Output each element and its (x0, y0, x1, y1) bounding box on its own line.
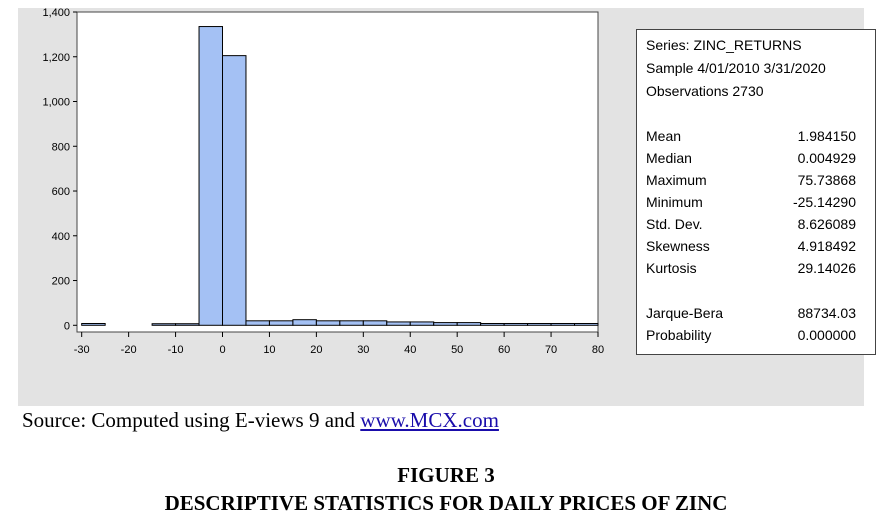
sample-range: Sample 4/01/2010 3/31/2020 (646, 60, 826, 76)
x-tick-label: 40 (404, 344, 416, 356)
figure-number: FIGURE 3 (397, 463, 495, 487)
y-tick-label: 0 (64, 320, 70, 332)
x-axis: -30 -20 -10 0 10 20 30 40 50 60 70 80 (74, 332, 604, 356)
y-tick-label: 400 (52, 231, 70, 243)
stat-value: 4.918492 (797, 238, 856, 254)
histogram-bar (456, 322, 482, 326)
histogram-bar (480, 322, 505, 326)
histogram-bar (245, 320, 270, 326)
stat-label: Mean (646, 128, 682, 144)
statistics-box: Series: ZINC_RETURNS Sample 4/01/2010 3/… (636, 29, 876, 355)
stat-row-minimum: Minimum -25.14290 (646, 194, 868, 212)
histogram-bar (198, 26, 224, 326)
x-tick-label: -30 (74, 344, 90, 356)
observations-count: Observations 2730 (646, 83, 764, 99)
histogram-bar (339, 320, 364, 326)
x-tick-label: 0 (219, 344, 225, 356)
plot-area (76, 11, 599, 333)
x-tick-label: 70 (545, 344, 557, 356)
stat-label: Maximum (646, 172, 707, 188)
y-tick-label: 1,400 (42, 8, 70, 19)
stat-row-jarque-bera: Jarque-Bera 88734.03 (646, 305, 868, 323)
stat-label: Probability (646, 327, 712, 343)
y-tick-label: 600 (52, 186, 70, 198)
stat-label: Jarque-Bera (646, 305, 724, 321)
x-tick-label: 30 (357, 344, 369, 356)
histogram-bar (268, 320, 294, 326)
x-tick-label: 60 (498, 344, 510, 356)
stat-row-kurtosis: Kurtosis 29.14026 (646, 260, 868, 278)
histogram-bar (503, 322, 529, 326)
x-tick-label: 50 (451, 344, 463, 356)
stat-row-maximum: Maximum 75.73868 (646, 172, 868, 190)
stat-row-skewness: Skewness 4.918492 (646, 238, 868, 256)
series-name: Series: ZINC_RETURNS (646, 37, 802, 53)
figure-caption: DESCRIPTIVE STATISTICS FOR DAILY PRICES … (164, 491, 728, 515)
stat-value: 75.73868 (797, 172, 856, 188)
stat-value: 8.626089 (797, 216, 856, 232)
stat-value: -25.14290 (792, 194, 856, 210)
x-tick-label: 10 (263, 344, 275, 356)
stat-row-std-dev: Std. Dev. 8.626089 (646, 216, 868, 234)
histogram-bar (362, 320, 388, 326)
y-tick-label: 1,000 (42, 97, 70, 109)
histogram-chart: 0 200 400 600 800 1,000 1,200 1,400 -30 -20 -10 0 1… (42, 8, 604, 356)
stat-row-probability: Probability 0.000000 (646, 327, 868, 345)
histogram-bar (550, 322, 576, 326)
histogram-bar (386, 321, 411, 326)
stat-value: 88734.03 (797, 305, 856, 321)
histogram-bar (527, 322, 552, 326)
histogram-bar (222, 55, 247, 326)
y-tick-label: 200 (52, 276, 70, 288)
y-axis: 0 200 400 600 800 1,000 1,200 1,400 (42, 8, 77, 332)
histogram-bars (81, 26, 599, 326)
histogram-bar (151, 323, 177, 326)
stat-label: Std. Dev. (646, 216, 703, 232)
histogram-bar (574, 322, 599, 326)
stat-value: 1.984150 (797, 128, 856, 144)
stat-value: 0.004929 (797, 150, 856, 166)
histogram-bar (175, 323, 200, 326)
histogram-bar (315, 320, 341, 326)
x-tick-label: 80 (592, 344, 604, 356)
x-tick-label: -20 (121, 344, 137, 356)
stat-label: Kurtosis (646, 260, 697, 276)
x-tick-label: -10 (168, 344, 184, 356)
histogram-bar (292, 319, 317, 326)
stat-label: Minimum (646, 194, 703, 210)
stat-label: Median (646, 150, 692, 166)
source-text: Source: Computed using E-views 9 and (22, 408, 361, 432)
x-tick-label: 20 (310, 344, 322, 356)
histogram-bar (409, 321, 435, 326)
stat-label: Skewness (646, 238, 710, 254)
histogram-bar (81, 322, 106, 326)
stat-row-median: Median 0.004929 (646, 150, 868, 168)
stat-value: 0.000000 (797, 327, 856, 343)
histogram-bar (433, 322, 458, 326)
source-note: Source: Computed using E-views 9 and www… (22, 408, 499, 433)
y-tick-label: 800 (52, 141, 70, 153)
stat-value: 29.14026 (797, 260, 856, 276)
y-tick-label: 1,200 (42, 52, 70, 64)
stat-row-mean: Mean 1.984150 (646, 128, 868, 146)
mcx-link[interactable]: www.MCX.com (360, 408, 499, 432)
chart-panel: 0 200 400 600 800 1,000 1,200 1,400 -30 -20 -10 0 1… (18, 8, 876, 406)
